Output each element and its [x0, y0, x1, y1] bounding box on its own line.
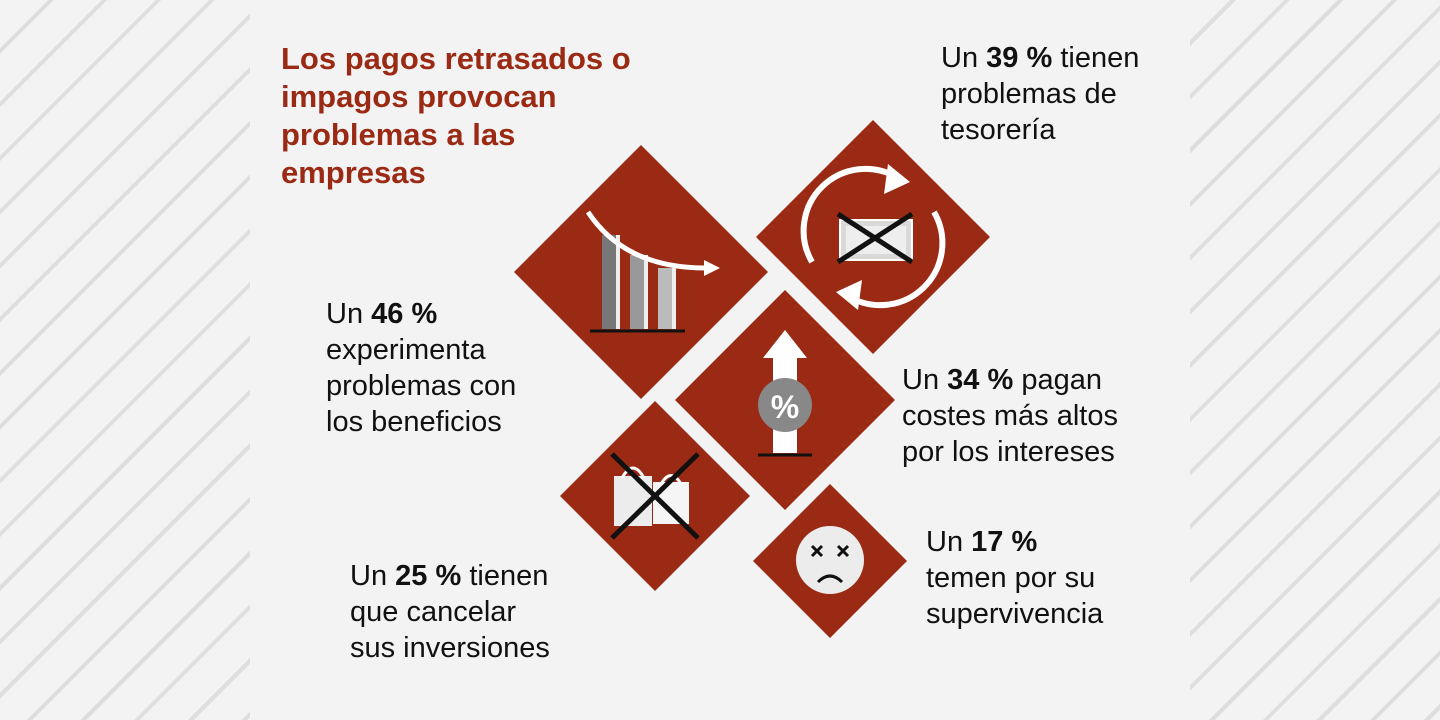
rising-interest-icon: %: [675, 290, 895, 510]
cancelled-bags-icon: [560, 401, 750, 591]
stat-prefix: Un: [902, 364, 940, 396]
sad-face-icon: [753, 484, 907, 638]
cash-flow-icon: [756, 120, 990, 354]
stat-line: experimenta: [326, 334, 486, 366]
declining-bars-icon: [514, 145, 768, 399]
stat-prefix: Un: [350, 560, 388, 592]
stat-line: tesorería: [941, 114, 1056, 146]
stat-interest-value: 34 %: [947, 364, 1014, 396]
stat-profits-line1: Un 46 %: [326, 296, 516, 332]
stat-line: sus inversiones: [350, 632, 550, 664]
stat-survival-line1: Un 17 %: [926, 524, 1103, 560]
stat-prefix: Un: [926, 526, 964, 558]
stat-prefix: Un: [326, 298, 364, 330]
stat-line: que cancelar: [350, 596, 517, 628]
stat-survival: Un 17 % temen por su supervivencia: [926, 524, 1103, 632]
stat-line: temen por su: [926, 562, 1096, 594]
stat-line: problemas con: [326, 370, 517, 402]
stat-investment-value: 25 %: [395, 560, 462, 592]
page-title: Los pagos retrasados o impagos provocan …: [281, 41, 631, 190]
stat-line1-rest: tienen: [1060, 42, 1140, 74]
stat-treasury: Un 39 % tienen problemas de tesorería: [941, 40, 1139, 148]
stat-interest-line1: Un 34 % pagan: [902, 362, 1118, 398]
stat-line: problemas de: [941, 78, 1117, 110]
stat-investment-line1: Un 25 % tienen: [350, 558, 550, 594]
stat-line: por los intereses: [902, 436, 1115, 468]
stat-investment: Un 25 % tienen que cancelar sus inversio…: [350, 558, 550, 666]
stat-treasury-value: 39 %: [986, 42, 1053, 74]
stat-line: supervivencia: [926, 598, 1104, 630]
stat-interest: Un 34 % pagan costes más altos por los i…: [902, 362, 1118, 470]
stat-prefix: Un: [941, 42, 979, 74]
stat-treasury-line1: Un 39 % tienen: [941, 40, 1139, 76]
percent-symbol: %: [771, 389, 799, 425]
stat-profits-value: 46 %: [371, 298, 438, 330]
stat-survival-value: 17 %: [971, 526, 1038, 558]
stat-line1-rest: pagan: [1021, 364, 1102, 396]
stat-line: costes más altos: [902, 400, 1118, 432]
stat-profits: Un 46 % experimenta problemas con los be…: [326, 296, 516, 440]
stat-line1-rest: tienen: [469, 560, 549, 592]
stat-line: los beneficios: [326, 406, 502, 438]
